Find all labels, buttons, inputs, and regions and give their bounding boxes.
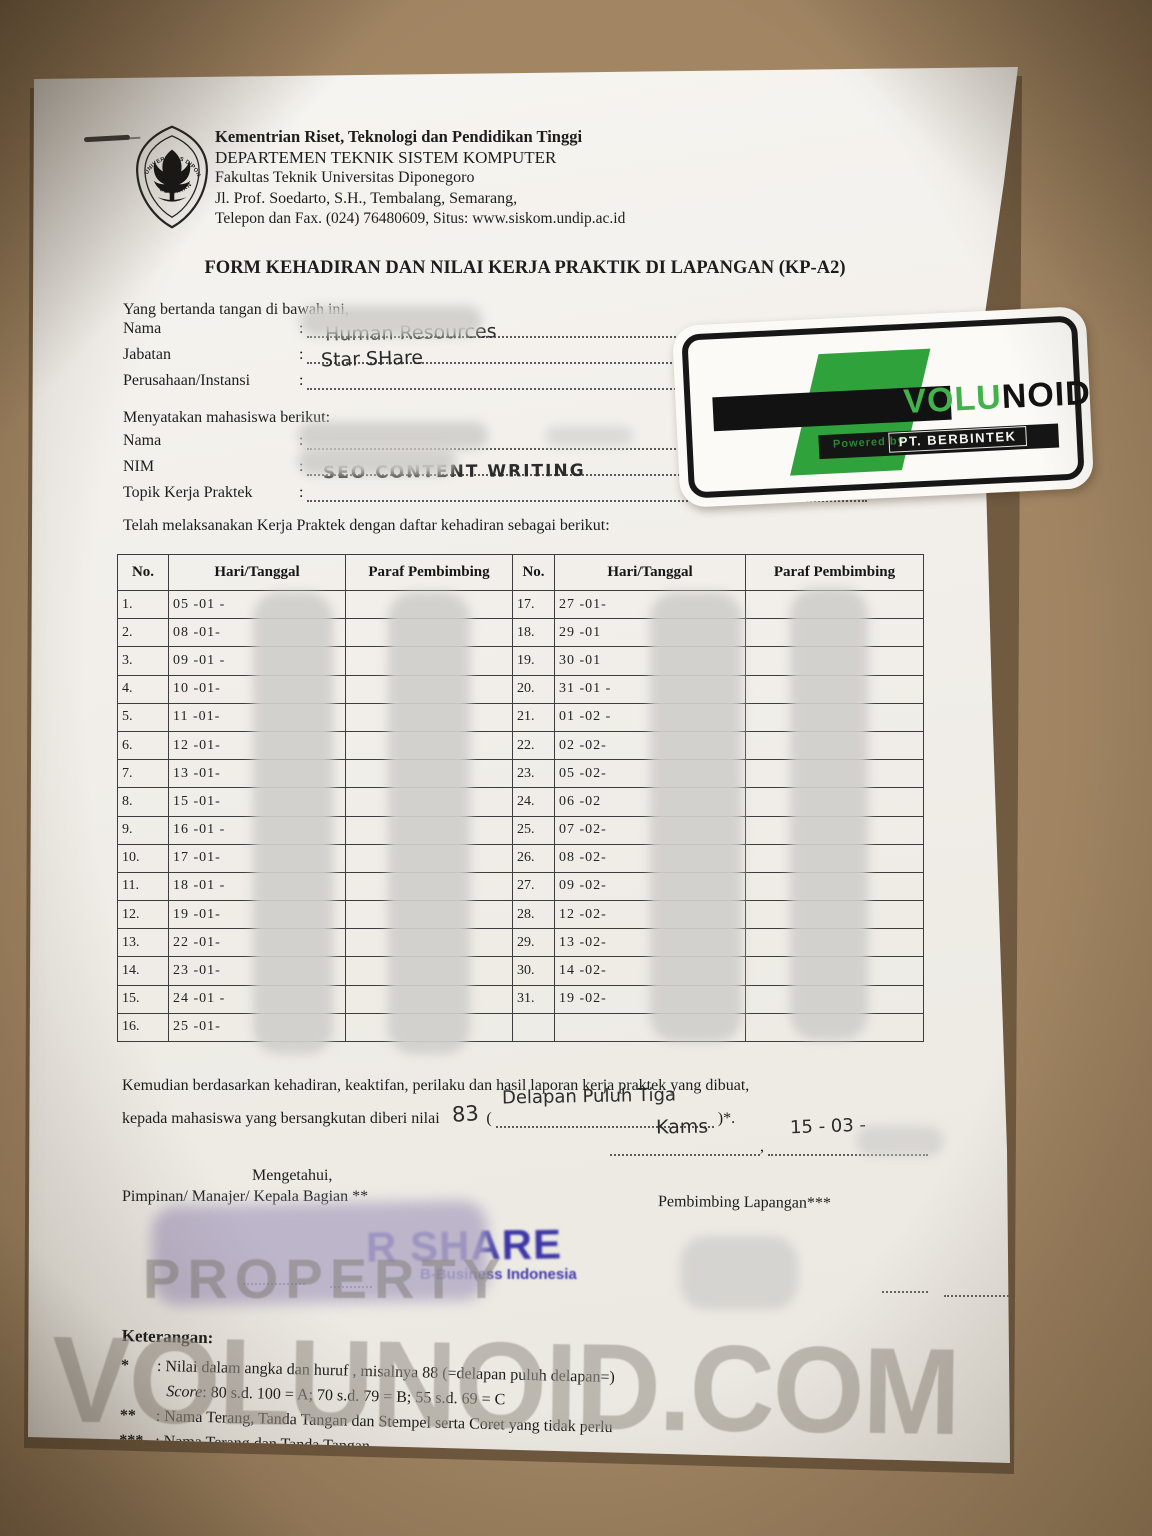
col-header-hari-tanggal: Hari/Tanggal: [554, 554, 746, 591]
field-label: Topik Kerja Praktek: [123, 484, 253, 501]
row-number-cell: 21.: [512, 702, 555, 732]
staple-mark: [83, 134, 131, 143]
note-marker: *: [120, 1356, 130, 1375]
blur-patch: [856, 1126, 944, 1156]
blur-patch: [253, 592, 333, 1054]
row-number-cell: 3.: [117, 646, 169, 676]
row-number-cell: 2.: [117, 618, 169, 648]
row-number-cell: 5.: [117, 702, 169, 732]
row-number-cell: 8.: [117, 787, 169, 817]
row-number-cell: 26.: [512, 843, 555, 873]
blur-patch-stamp: [151, 1200, 489, 1306]
handwritten-perusahaan: Star SHare: [321, 346, 424, 372]
letterhead-department: DEPARTEMEN TEKNIK SISTEM KOMPUTER: [215, 147, 557, 167]
blur-patch: [790, 588, 868, 1040]
col-header-hari-tanggal: Hari/Tanggal: [168, 554, 346, 591]
row-number-cell: 30.: [512, 956, 555, 986]
blur-patch: [388, 592, 470, 1054]
closing-line2-prefix: kepada mahasiswa yang bersangkutan diber…: [122, 1110, 440, 1127]
row-number-cell: 25.: [512, 815, 555, 845]
field-label: Nama: [123, 320, 162, 337]
row-number-cell: 6.: [117, 730, 169, 761]
handwritten-score-number: 83: [450, 1101, 480, 1127]
closing-line2-suffix: )*.: [717, 1110, 736, 1127]
blur-patch: [545, 426, 633, 446]
letterhead: Kementrian Riset, Teknologi dan Pendidik…: [215, 127, 625, 230]
field-label: Nama: [123, 432, 162, 449]
col-header-paraf: Paraf Pembimbing: [345, 554, 513, 591]
signature-dots-right: [882, 1291, 928, 1293]
row-number-cell: 15.: [117, 984, 169, 1014]
row-number-cell: 24.: [512, 787, 555, 817]
handwritten-place: Kams: [655, 1115, 709, 1139]
undip-logo: UNIVERSITAS DIPONEGORO SEMARANG: [124, 120, 218, 230]
comma: ,: [760, 1138, 764, 1155]
pembimbing-label: Pembimbing Lapangan***: [657, 1193, 831, 1212]
row-number-cell: 4.: [117, 674, 169, 704]
note-score-rest: : 80 s.d. 100 = A; 70 s.d. 79 = B; 55 s.…: [202, 1383, 506, 1409]
row-number-cell: 16.: [117, 1012, 169, 1043]
row-number-cell: 14.: [117, 956, 169, 986]
field-label: Perusahaan/Instansi: [123, 372, 251, 389]
row-number-cell: 13.: [117, 928, 169, 958]
col-header-no: No.: [117, 554, 169, 591]
row-number-cell: 17.: [512, 589, 555, 620]
row-number-cell: [512, 1012, 555, 1043]
row-number-cell: 19.: [512, 646, 555, 676]
brand-green-part: VOLU: [902, 378, 1003, 422]
student-intro: Menyatakan mahasiswa berikut:: [123, 409, 331, 426]
mengetahui-label: Mengetahui,: [252, 1167, 333, 1184]
col-header-no: No.: [512, 554, 555, 591]
row-number-cell: 12.: [117, 900, 169, 930]
handwritten-date: 15 - 03 -: [789, 1114, 867, 1139]
brand-black-part: NOID: [1000, 374, 1092, 417]
letterhead-address: Jl. Prof. Soedarto, S.H., Tembalang, Sem…: [215, 189, 518, 207]
logo-tree-emblem: [153, 149, 191, 202]
row-number-cell: 29.: [512, 928, 555, 958]
attendance-header-row: No. Hari/Tanggal Paraf Pembimbing No. Ha…: [117, 554, 924, 591]
blur-patch-signature: [680, 1236, 798, 1310]
blur-patch: [298, 448, 456, 475]
note-marker: **: [119, 1406, 137, 1425]
blur-patch: [650, 592, 742, 1042]
row-number-cell: 20.: [512, 674, 555, 704]
blur-patch: [298, 422, 488, 449]
closing-line2: kepada mahasiswa yang bersangkutan diber…: [122, 1084, 736, 1128]
signature-dots-right2: [944, 1295, 1018, 1297]
field-label: Jabatan: [123, 346, 171, 363]
field-label: NIM: [123, 458, 155, 475]
row-number-cell: 31.: [512, 984, 555, 1014]
letterhead-contact: Telepon dan Fax. (024) 76480609, Situs: …: [215, 210, 626, 227]
col-header-paraf: Paraf Pembimbing: [745, 554, 924, 591]
letterhead-faculty: Fakultas Teknik Universitas Diponegoro: [215, 169, 475, 186]
row-number-cell: 27.: [512, 871, 555, 902]
row-number-cell: 7.: [117, 759, 169, 789]
row-number-cell: 11.: [117, 871, 169, 902]
letterhead-ministry: Kementrian Riset, Teknologi dan Pendidik…: [215, 127, 583, 146]
volunoid-sticker: VOLUNOID Powered by PT. BERBINTEK: [671, 305, 1095, 509]
attendance-intro: Telah melaksanakan Kerja Praktek dengan …: [123, 517, 610, 534]
row-number-cell: 28.: [512, 900, 555, 930]
row-number-cell: 18.: [512, 618, 555, 648]
paren-open: (: [486, 1110, 492, 1127]
row-number-cell: 1.: [117, 589, 169, 620]
row-number-cell: 23.: [512, 759, 555, 789]
form-title: FORM KEHADIRAN DAN NILAI KERJA PRAKTIK D…: [204, 258, 846, 278]
row-number-cell: 22.: [512, 730, 555, 761]
row-number-cell: 10.: [117, 843, 169, 873]
handwritten-score-words: Delapan Puluh Tiga: [501, 1084, 676, 1109]
note-score-italic: Score: [166, 1383, 203, 1401]
blur-patch: [300, 306, 482, 336]
row-number-cell: 9.: [117, 815, 169, 845]
